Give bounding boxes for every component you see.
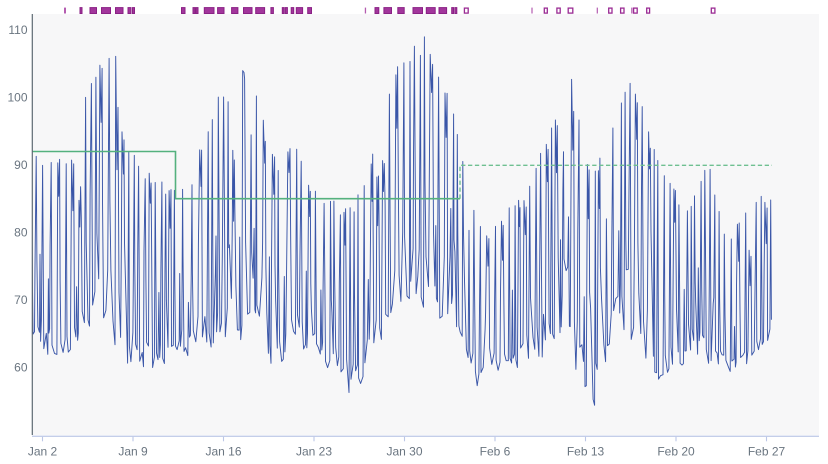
svg-text:Jan 16: Jan 16 (205, 445, 241, 459)
svg-text:Feb 27: Feb 27 (748, 445, 786, 459)
svg-text:Feb 6: Feb 6 (480, 445, 511, 459)
svg-text:Feb 20: Feb 20 (657, 445, 695, 459)
svg-text:110: 110 (8, 23, 27, 37)
svg-text:Jan 30: Jan 30 (386, 445, 422, 459)
svg-text:100: 100 (7, 91, 27, 105)
svg-text:Jan 9: Jan 9 (118, 445, 148, 459)
svg-text:Jan 23: Jan 23 (296, 445, 332, 459)
svg-text:70: 70 (14, 293, 28, 307)
svg-text:60: 60 (14, 361, 28, 375)
svg-text:90: 90 (14, 158, 28, 172)
svg-text:Feb 13: Feb 13 (567, 445, 605, 459)
svg-text:80: 80 (14, 226, 28, 240)
svg-text:Jan 2: Jan 2 (28, 445, 58, 459)
